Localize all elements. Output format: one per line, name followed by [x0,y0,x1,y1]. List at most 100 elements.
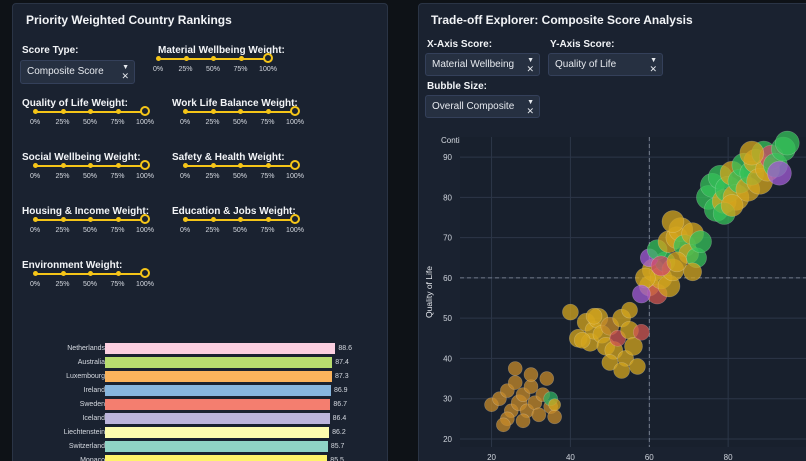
slider-mark[interactable] [33,109,38,114]
weight-slider-social[interactable]: 0% 25% 50% 75% 100% [30,160,154,185]
slider-mark[interactable] [60,271,66,276]
slider-handle[interactable] [140,214,150,224]
slider-mark[interactable] [88,217,93,222]
data-point[interactable] [624,337,643,356]
slider-mark[interactable] [183,109,188,114]
data-point[interactable] [507,361,523,376]
data-point[interactable] [767,160,792,186]
slider-mark[interactable] [265,109,271,114]
slider-mark[interactable] [238,217,243,222]
slider-mark[interactable] [265,217,271,222]
clear-icon[interactable]: ✕ [649,64,657,74]
data-point[interactable] [683,262,702,282]
ranking-bar-row[interactable]: Sweden 86.7 [13,399,387,410]
slider-mark[interactable] [33,217,38,222]
data-point[interactable] [774,130,800,156]
slider-mark[interactable] [183,56,189,61]
data-point[interactable] [629,358,646,375]
slider-mark[interactable] [238,163,243,168]
slider-handle[interactable] [263,53,273,63]
data-point[interactable] [539,371,555,386]
data-point[interactable] [666,251,688,273]
slider-handle[interactable] [290,106,300,116]
data-point[interactable] [720,194,744,217]
data-point[interactable] [531,407,547,423]
ranking-bar-row[interactable]: Ireland 86.9 [13,385,387,396]
weight-slider-education[interactable]: 0% 25% 50% 75% 100% [180,214,304,239]
ranking-bar[interactable] [105,357,333,368]
ranking-bar-row[interactable]: Netherlands 88.6 [13,343,387,354]
slider-mark[interactable] [60,163,66,168]
chevron-down-icon[interactable]: ▼ [122,64,129,71]
weight-slider-environment[interactable]: 0% 25% 50% 75% 100% [30,268,154,293]
slider-mark[interactable] [183,163,188,168]
ranking-bar[interactable] [105,455,328,461]
data-point[interactable] [515,413,531,429]
slider-mark[interactable] [156,56,161,61]
data-point[interactable] [585,307,603,325]
ranking-bar[interactable] [105,441,328,452]
ranking-bar[interactable] [105,385,331,396]
slider-mark[interactable] [88,271,93,276]
data-point[interactable] [562,303,579,321]
data-point[interactable] [739,140,765,166]
data-point[interactable] [507,375,523,390]
slider-mark[interactable] [115,163,121,168]
ranking-bar-row[interactable]: Luxembourg 87.3 [13,371,387,382]
data-point[interactable] [496,417,511,433]
slider-mark[interactable] [238,56,244,61]
ranking-bar[interactable] [105,371,332,382]
chevron-down-icon[interactable]: ▼ [650,57,657,64]
slider-mark[interactable] [115,217,121,222]
slider-mark[interactable] [183,217,188,222]
data-point[interactable] [633,323,650,341]
ranking-bar-row[interactable]: Australia 87.4 [13,357,387,368]
ranking-bar[interactable] [105,399,331,410]
y-axis-score-dropdown[interactable]: Quality of Life ▼ ✕ [548,53,663,76]
slider-mark[interactable] [115,271,121,276]
chevron-down-icon[interactable]: ▼ [527,57,534,64]
weight-slider-worklife[interactable]: 0% 25% 50% 75% 100% [180,106,304,131]
ranking-bar-row[interactable]: Switzerland 85.7 [13,441,387,452]
ranking-bar-row[interactable]: Iceland 86.4 [13,413,387,424]
slider-mark[interactable] [60,217,66,222]
data-point[interactable] [573,332,591,349]
ranking-bar[interactable] [105,343,336,354]
slider-mark[interactable] [210,163,216,168]
slider-mark[interactable] [265,163,271,168]
weight-slider-safety[interactable]: 0% 25% 50% 75% 100% [180,160,304,185]
slider-mark[interactable] [33,163,38,168]
data-point[interactable] [613,362,630,379]
slider-mark[interactable] [33,271,38,276]
slider-mark[interactable] [238,109,243,114]
slider-mark[interactable] [211,56,216,61]
slider-mark[interactable] [210,109,216,114]
slider-mark[interactable] [210,217,216,222]
weight-slider-qol[interactable]: 0% 25% 50% 75% 100% [30,106,154,131]
data-point[interactable] [621,301,638,319]
tradeoff-scatter-chart[interactable]: 204060802030405060708090Material Wellbei… [419,129,806,461]
data-point[interactable] [547,409,562,425]
slider-mark[interactable] [115,109,121,114]
clear-icon[interactable]: ✕ [121,71,129,81]
clear-icon[interactable]: ✕ [526,64,534,74]
slider-handle[interactable] [140,268,150,278]
data-point[interactable] [548,398,561,412]
x-axis-score-dropdown[interactable]: Material Wellbeing ▼ ✕ [425,53,540,76]
ranking-bar[interactable] [105,413,330,424]
data-point[interactable] [632,284,651,304]
data-point[interactable] [601,354,619,371]
slider-mark[interactable] [60,109,66,114]
bubble-size-dropdown[interactable]: Overall Composite ▼ ✕ [425,95,540,118]
slider-handle[interactable] [140,106,150,116]
data-point[interactable] [523,367,539,382]
weight-slider-material[interactable]: 0% 25% 50% 75% 100% [153,53,277,78]
score-type-dropdown[interactable]: Composite Score ▼ ✕ [20,60,135,84]
ranking-bar-row[interactable]: Monaco 85.5 [13,455,387,461]
slider-handle[interactable] [290,160,300,170]
slider-handle[interactable] [140,160,150,170]
slider-mark[interactable] [88,109,93,114]
chevron-down-icon[interactable]: ▼ [527,99,534,106]
slider-handle[interactable] [290,214,300,224]
ranking-bar[interactable] [105,427,330,438]
